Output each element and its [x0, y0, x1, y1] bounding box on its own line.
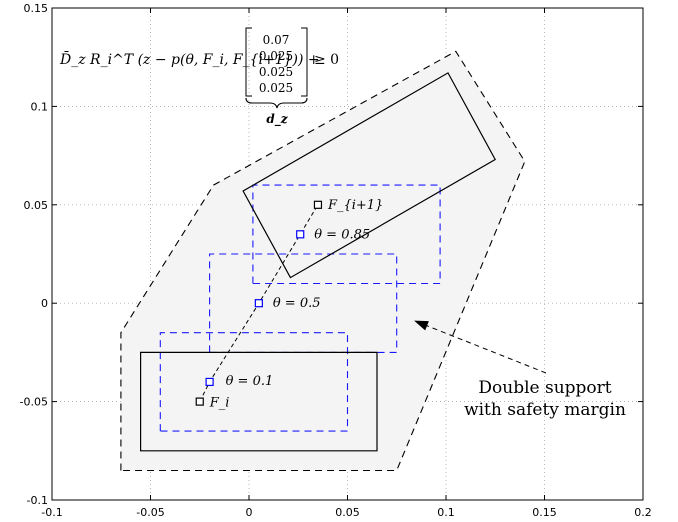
com-rect-theta-0.85: [252, 184, 441, 285]
x-tick-label: 0.15: [532, 506, 557, 519]
x-tick-label: 0.05: [335, 506, 360, 519]
point-marker: [205, 377, 214, 387]
x-tick-label: 0.1: [437, 506, 455, 519]
annotation-line-2: with safety margin: [464, 400, 626, 420]
support-rect-foot_i: [140, 351, 378, 452]
underbrace: [245, 97, 308, 109]
annotation-arrow: [414, 320, 547, 374]
x-tick-label: -0.05: [136, 506, 164, 519]
point-marker: [313, 200, 323, 209]
underbrace-label: d_z: [266, 112, 288, 127]
com-rect-theta-0.1: [159, 332, 349, 432]
annotation-line-1: Double support: [478, 378, 611, 398]
left-bracket: [245, 27, 252, 97]
point-label: θ = 0.5: [273, 296, 321, 311]
x-tick-label: 0.2: [634, 506, 652, 519]
point-label: θ = 0.1: [226, 374, 274, 389]
grid: [52, 8, 643, 500]
equation: D̄_z R_i^T (z − p(θ, F_i, F_{i+1})) + 0.…: [59, 27, 339, 127]
equation-lhs: D̄_z R_i^T (z − p(θ, F_i, F_{i+1})) +: [59, 50, 320, 68]
y-tick-label: -0.05: [20, 396, 48, 409]
safety-margin-region: [120, 50, 526, 472]
y-tick-label: 0.05: [24, 199, 49, 212]
point-marker: [254, 299, 263, 308]
y-tick-label: 0.1: [31, 100, 49, 113]
safety-region-layer: [120, 50, 526, 472]
point-label: F_{i+1}: [327, 198, 383, 213]
rectangles-layer: [140, 72, 497, 452]
right-bracket: [301, 27, 308, 97]
y-tick-label: 0.15: [24, 2, 49, 15]
support-rect-foot_i+1: [242, 72, 497, 279]
vector-entry-0: 0.07: [263, 33, 290, 47]
x-tick-label: 0: [246, 506, 253, 519]
y-tick-label: 0: [41, 297, 48, 310]
point-label: θ = 0.85: [314, 227, 370, 242]
point-marker: [296, 230, 305, 239]
vector-entry-1: 0.025: [259, 49, 293, 63]
vector-entry-3: 0.025: [259, 81, 293, 95]
double-support-annotation: Double support with safety margin: [414, 320, 626, 420]
point-label: F_i: [209, 396, 230, 411]
ticks-layer: -0.1 -0.05 0 0.05 0.1 0.15 0.2 -0.1 -0.05 0 0.05 0.…: [20, 2, 652, 519]
x-tick-label: -0.1: [41, 506, 62, 519]
vector-entry-2: 0.025: [259, 65, 293, 79]
equation-rhs: ≥ 0: [314, 52, 339, 68]
y-tick-label: -0.1: [27, 494, 48, 507]
point-marker: [195, 397, 204, 406]
points-layer: F_i θ = 0.1 θ = 0.5 θ = 0.85 F_{i+1}: [195, 198, 383, 411]
